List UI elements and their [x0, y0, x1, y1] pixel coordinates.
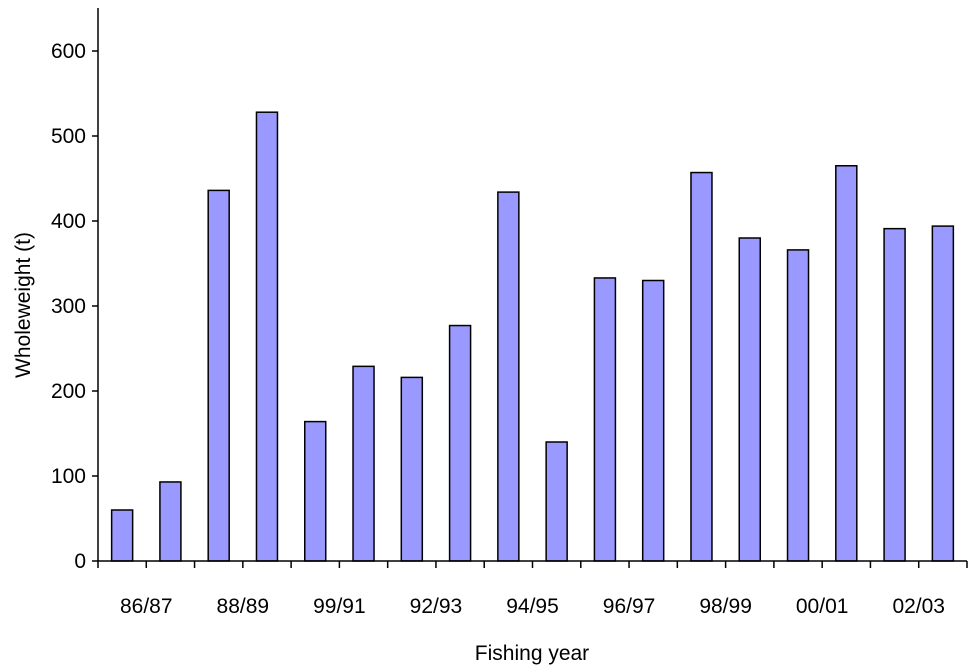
y-tick-label: 0: [74, 550, 86, 573]
bar-01-02: [835, 165, 858, 562]
bar-99-91: [304, 420, 327, 562]
x-tick-label: 96/97: [603, 595, 656, 618]
y-tick-label: 300: [51, 295, 86, 318]
y-tick-label: 200: [51, 380, 86, 403]
x-tick-label: 02/03: [892, 595, 945, 618]
y-axis-ticks: 0 100 200 300 400 500 600: [51, 40, 98, 573]
bar-00-01: [786, 249, 810, 562]
bars: [110, 111, 955, 562]
bar-88-89: [207, 189, 230, 562]
bar-98-99: [690, 171, 713, 562]
x-tick-label: 94/95: [506, 595, 559, 618]
x-axis-title: Fishing year: [475, 642, 589, 665]
x-tick-label: 86/87: [120, 595, 173, 618]
x-tick-label: 99/91: [313, 595, 366, 618]
y-axis-title: Wholeweight (t): [12, 232, 35, 378]
bar-03-04: [931, 225, 955, 562]
bar-99-00: [738, 237, 761, 562]
y-tick-label: 500: [51, 125, 86, 148]
bar-96-97: [593, 277, 617, 562]
bar-97-98: [641, 279, 665, 562]
bar-86-87: [110, 509, 134, 562]
x-tick-label: 98/99: [699, 595, 752, 618]
bar-93-94: [448, 324, 472, 562]
y-tick-label: 400: [51, 210, 86, 233]
x-tick-label: 92/93: [410, 595, 463, 618]
y-tick-label: 100: [51, 465, 86, 488]
x-tick-label: 00/01: [796, 595, 849, 618]
bar-95-96: [545, 441, 568, 562]
x-tick-label: 88/89: [217, 595, 270, 618]
y-tick-label: 600: [51, 40, 86, 63]
bar-02-03: [883, 227, 906, 562]
bar-91-92: [352, 365, 375, 562]
bar-94-95: [497, 191, 520, 562]
bar-89-90: [255, 111, 279, 562]
bar-92-93: [400, 376, 424, 562]
x-axis-ticks: 86/87 88/89 99/91 92/93 94/95 96/97 98/99 00/01…: [97, 561, 968, 618]
bar-87-88: [159, 481, 182, 562]
